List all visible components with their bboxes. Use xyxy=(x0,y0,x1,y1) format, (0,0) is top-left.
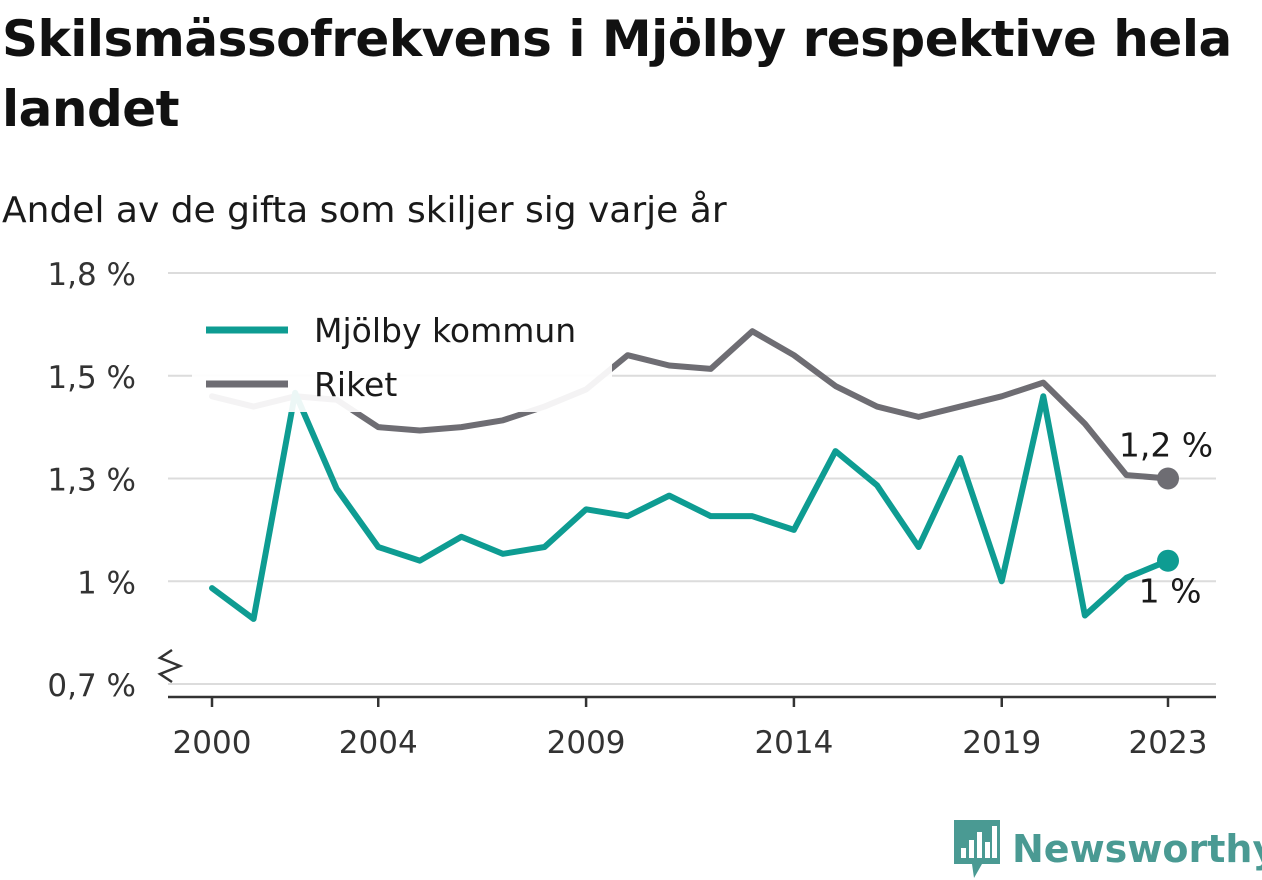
newsworthy-chart-bubble-icon xyxy=(954,820,1000,878)
y-tick-label: 1,8 % xyxy=(47,257,136,293)
axis-break-icon xyxy=(157,648,184,684)
y-tick-label: 0,7 % xyxy=(47,668,136,704)
x-tick-label: 2009 xyxy=(547,725,626,761)
legend-label: Riket xyxy=(314,365,397,404)
end-label-mjolby: 1 % xyxy=(1139,572,1202,611)
newsworthy-brand[interactable]: Newsworthy xyxy=(952,818,1262,880)
y-axis-ticks: 0,7 % 1 % 1,3 % 1,5 % 1,8 % xyxy=(47,257,184,704)
x-tick-label: 2004 xyxy=(339,725,418,761)
legend-background xyxy=(192,300,612,412)
y-tick-label: 1 % xyxy=(77,565,136,601)
legend: Mjölby kommun Riket xyxy=(192,300,612,412)
brand-name: Newsworthy xyxy=(1012,827,1262,871)
series-lines xyxy=(209,328,1179,622)
series-end-point xyxy=(1157,549,1179,572)
legend-label: Mjölby kommun xyxy=(314,311,576,350)
y-tick-label: 1,3 % xyxy=(47,463,136,499)
end-labels: 1,2 % 1 % xyxy=(1119,426,1213,611)
y-tick-label: 1,5 % xyxy=(47,360,136,396)
series-line xyxy=(209,328,1171,482)
x-tick-label: 2023 xyxy=(1129,725,1208,761)
series-end-point xyxy=(1157,467,1179,490)
gridlines xyxy=(168,272,1216,685)
x-tick-label: 2014 xyxy=(754,725,833,761)
chart-subtitle: Andel av de gifta som skiljer sig varje … xyxy=(2,190,727,231)
x-tick-label: 2000 xyxy=(173,725,252,761)
x-axis: 2000 2004 2009 2014 2019 2023 xyxy=(168,695,1216,761)
series-line xyxy=(209,389,1171,622)
chart-title: Skilsmässofrekvens i Mjölby respektive h… xyxy=(2,10,1232,138)
end-label-riket: 1,2 % xyxy=(1119,426,1213,465)
x-tick-label: 2019 xyxy=(962,725,1041,761)
